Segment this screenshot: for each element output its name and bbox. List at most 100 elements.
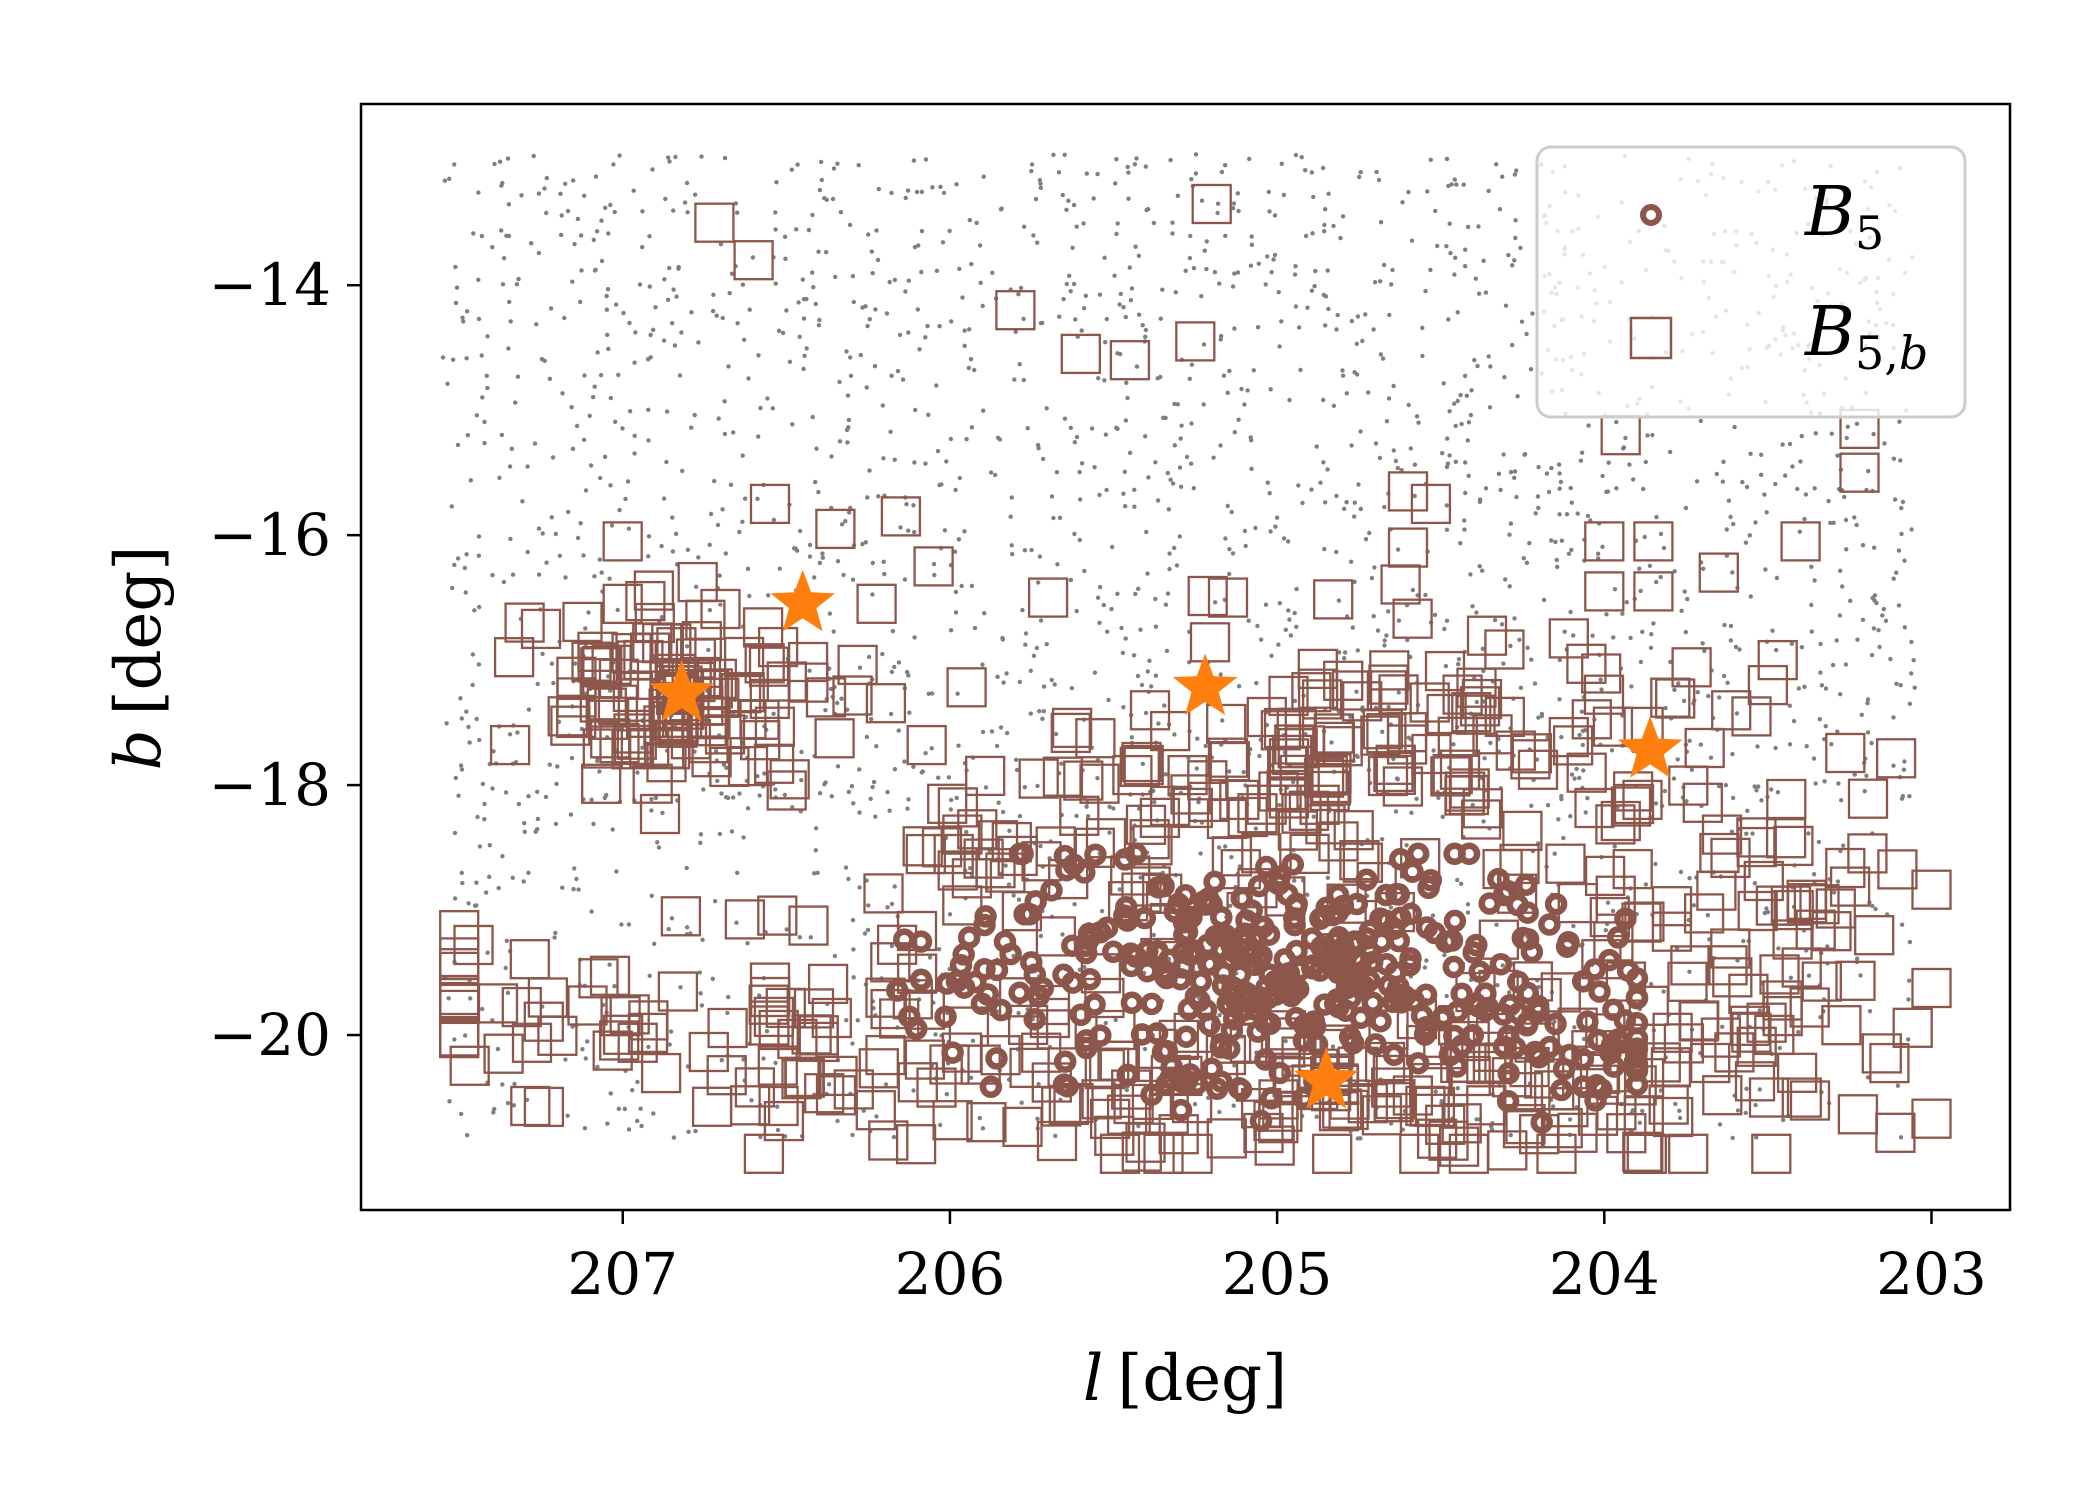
field-star-point <box>1286 539 1291 544</box>
b5-ring-point <box>1576 1010 1599 1033</box>
field-star-point <box>1334 327 1339 332</box>
field-star-point <box>1648 981 1654 987</box>
field-star-point <box>1004 671 1009 676</box>
y-tick-label: −14 <box>209 251 331 319</box>
field-star-point <box>1008 514 1013 519</box>
field-star-point <box>1502 375 1507 380</box>
field-star-point <box>889 669 895 675</box>
b5b-square-point <box>1366 670 1408 711</box>
field-star-point <box>1227 769 1232 774</box>
field-star-point <box>500 180 505 186</box>
b5b-square-point <box>1511 733 1553 774</box>
field-star-point <box>1519 319 1525 324</box>
field-star-point <box>482 817 487 822</box>
field-star-point <box>554 781 559 787</box>
field-star-point <box>749 1098 754 1103</box>
field-star-point <box>835 1118 840 1124</box>
field-star-point <box>1000 809 1006 815</box>
field-star-point <box>981 174 986 179</box>
b5b-square-point <box>1272 734 1313 776</box>
field-star-point <box>514 282 520 287</box>
field-star-point <box>1465 438 1471 443</box>
field-star-point <box>1557 512 1562 517</box>
field-star-point <box>1225 390 1230 395</box>
field-star-point <box>1092 670 1098 675</box>
field-star-point <box>1501 452 1506 457</box>
field-star-point <box>1891 715 1896 720</box>
field-star-point <box>1089 426 1095 431</box>
field-star-point <box>1508 469 1514 475</box>
b5b-square-point <box>1746 1002 1787 1043</box>
field-star-point <box>1678 869 1684 875</box>
b5-ring-point <box>1440 929 1464 952</box>
field-star-point <box>1372 280 1378 285</box>
field-star-point <box>1897 419 1902 424</box>
field-star-point <box>880 403 885 408</box>
b5-ring-point <box>1095 916 1119 940</box>
field-star-point <box>710 308 716 314</box>
field-star-point <box>593 267 598 272</box>
field-star-point <box>1198 851 1203 856</box>
field-star-point <box>1371 327 1376 332</box>
field-star-point <box>1201 342 1207 347</box>
field-star-point <box>1117 887 1123 892</box>
field-star-point <box>1470 802 1475 808</box>
field-star-point <box>686 1129 691 1135</box>
field-star-point <box>599 218 604 223</box>
field-star-point <box>1221 373 1227 378</box>
field-star-point <box>1498 487 1503 493</box>
field-star-point <box>839 696 844 701</box>
field-star-point <box>483 890 489 895</box>
field-star-point <box>1880 613 1885 618</box>
field-star-point <box>1167 551 1172 556</box>
field-star-point <box>608 483 613 488</box>
field-star-point <box>1892 497 1898 502</box>
field-star-point <box>1102 378 1107 383</box>
field-star-point <box>1212 600 1218 605</box>
field-star-point <box>734 920 739 925</box>
b5b-square-point <box>1237 793 1278 834</box>
field-star-point <box>1251 368 1257 373</box>
field-star-point <box>1242 402 1247 407</box>
b5b-square-point <box>733 240 774 281</box>
field-star-point <box>978 280 983 285</box>
field-star-point <box>851 299 856 305</box>
field-star-point <box>480 1006 485 1012</box>
field-star-point <box>504 938 509 943</box>
field-star-point <box>1412 462 1418 467</box>
field-star-point <box>1051 515 1056 521</box>
field-star-point <box>1025 426 1030 431</box>
b5b-square-point <box>1861 1033 1902 1074</box>
b5-ring-point <box>964 970 987 994</box>
b5-ring-point <box>893 928 916 951</box>
field-star-point <box>1568 609 1573 615</box>
field-star-point <box>816 249 821 254</box>
field-star-point <box>710 976 715 981</box>
field-star-point <box>903 289 908 294</box>
field-star-point <box>848 373 854 378</box>
field-star-point <box>1103 340 1108 345</box>
field-star-point <box>1455 877 1460 883</box>
field-star-point <box>1512 469 1518 474</box>
field-star-point <box>1106 697 1111 703</box>
b5b-square-point <box>1036 1120 1078 1162</box>
field-star-point <box>1177 534 1183 539</box>
field-star-point <box>698 991 703 996</box>
field-star-point <box>1121 491 1126 496</box>
field-star-point <box>1896 548 1902 553</box>
field-star-point <box>817 791 823 796</box>
field-star-point <box>508 536 513 542</box>
field-star-point <box>1466 473 1471 478</box>
field-star-point <box>1041 709 1047 714</box>
field-star-point <box>1293 304 1299 309</box>
field-star-point <box>1283 1038 1288 1044</box>
field-star-point <box>851 801 856 806</box>
field-star-point <box>1396 618 1402 623</box>
field-star-point <box>1836 781 1841 786</box>
field-star-point <box>1472 357 1477 363</box>
field-star-point <box>711 292 716 297</box>
field-star-point <box>1651 621 1656 626</box>
field-star-point <box>1684 799 1689 804</box>
b5-ring-point <box>1527 1046 1551 1069</box>
b5b-square-point <box>677 561 718 603</box>
